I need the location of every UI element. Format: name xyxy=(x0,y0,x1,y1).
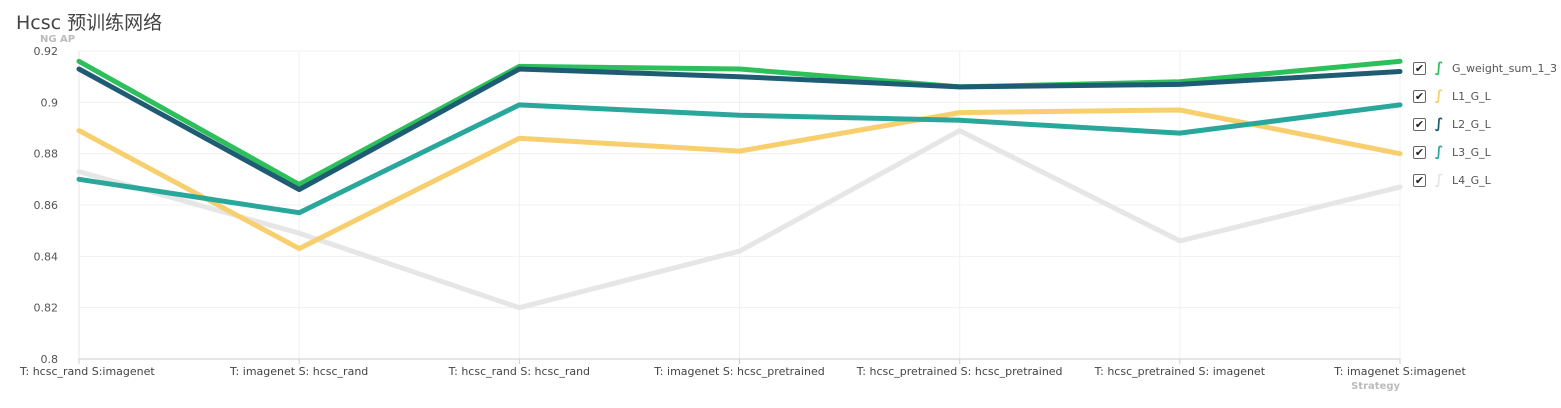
legend-item-L3_G_L[interactable]: ✔ ∫ L3_G_L xyxy=(1413,138,1561,166)
legend-label: L2_G_L xyxy=(1452,117,1491,131)
legend-checkbox[interactable]: ✔ xyxy=(1413,145,1426,159)
x-tick-label: T: hcsc_pretrained S: imagenet xyxy=(1094,365,1266,378)
legend-label: G_weight_sum_1_3 xyxy=(1452,61,1558,75)
x-tick-label: T: imagenet S: hcsc_pretrained xyxy=(653,365,824,378)
series-layer xyxy=(76,58,1403,311)
checkmark-icon: ✔ xyxy=(1414,61,1425,75)
y-tick-label: 0.88 xyxy=(34,148,59,161)
wave-icon: ∫ xyxy=(1434,144,1444,160)
legend-checkbox[interactable]: ✔ xyxy=(1413,117,1426,131)
legend-label: L4_G_L xyxy=(1452,173,1491,187)
wave-icon: ∫ xyxy=(1434,88,1444,104)
y-tick-label: 0.82 xyxy=(34,302,59,315)
legend-label: L1_G_L xyxy=(1452,89,1491,103)
y-tick-label: 0.8 xyxy=(41,353,59,366)
series-line-L1_G_L xyxy=(76,107,1403,252)
checkmark-icon: ✔ xyxy=(1414,173,1425,187)
wave-icon: ∫ xyxy=(1434,172,1444,188)
legend-label: L3_G_L xyxy=(1452,145,1491,159)
legend-item-L2_G_L[interactable]: ✔ ∫ L2_G_L xyxy=(1413,110,1561,138)
checkmark-icon: ✔ xyxy=(1414,117,1425,131)
y-tick-label: 0.9 xyxy=(41,96,59,109)
checkmark-icon: ✔ xyxy=(1414,145,1425,159)
x-tick-label: T: hcsc_rand S:imagenet xyxy=(19,365,155,378)
series-line-L2_G_L xyxy=(76,66,1403,193)
axis-layer: 0.920.90.880.860.840.820.8T: hcsc_rand S… xyxy=(19,45,1466,378)
legend-checkbox[interactable]: ✔ xyxy=(1413,61,1426,75)
legend-checkbox[interactable]: ✔ xyxy=(1413,173,1426,187)
legend-checkbox[interactable]: ✔ xyxy=(1413,89,1426,103)
y-tick-label: 0.84 xyxy=(34,250,59,263)
wave-icon: ∫ xyxy=(1434,60,1444,76)
y-tick-label: 0.92 xyxy=(34,45,59,58)
series-line-L4_G_L xyxy=(76,128,1403,311)
y-tick-label: 0.86 xyxy=(34,199,59,212)
legend-item-L4_G_L[interactable]: ✔ ∫ L4_G_L xyxy=(1413,166,1561,194)
grid-layer xyxy=(79,50,1401,359)
x-tick-label: T: hcsc_pretrained S: hcsc_pretrained xyxy=(856,365,1063,378)
x-axis-title: Strategy xyxy=(1351,381,1400,392)
legend-item-G_weight_sum_1_3[interactable]: ✔ ∫ G_weight_sum_1_3 xyxy=(1413,54,1561,82)
chart-title: Hcsc 预训练网络 xyxy=(16,12,163,34)
x-tick-label: T: imagenet S: hcsc_rand xyxy=(229,365,368,378)
series-line-L3_G_L xyxy=(76,102,1403,216)
legend-item-L1_G_L[interactable]: ✔ ∫ L1_G_L xyxy=(1413,82,1561,110)
checkmark-icon: ✔ xyxy=(1414,89,1425,103)
legend: ✔ ∫ G_weight_sum_1_3 ✔ ∫ L1_G_L ✔ ∫ L2_G_L ✔ ∫ L3_G… xyxy=(1413,54,1561,194)
x-tick-label: T: hcsc_rand S: hcsc_rand xyxy=(448,365,590,378)
series-line-G_weight_sum_1_3 xyxy=(76,58,1403,187)
y-axis-title: NG AP xyxy=(40,34,75,45)
wave-icon: ∫ xyxy=(1434,116,1444,132)
x-tick-label: T: imagenet S:imagenet xyxy=(1333,365,1466,378)
